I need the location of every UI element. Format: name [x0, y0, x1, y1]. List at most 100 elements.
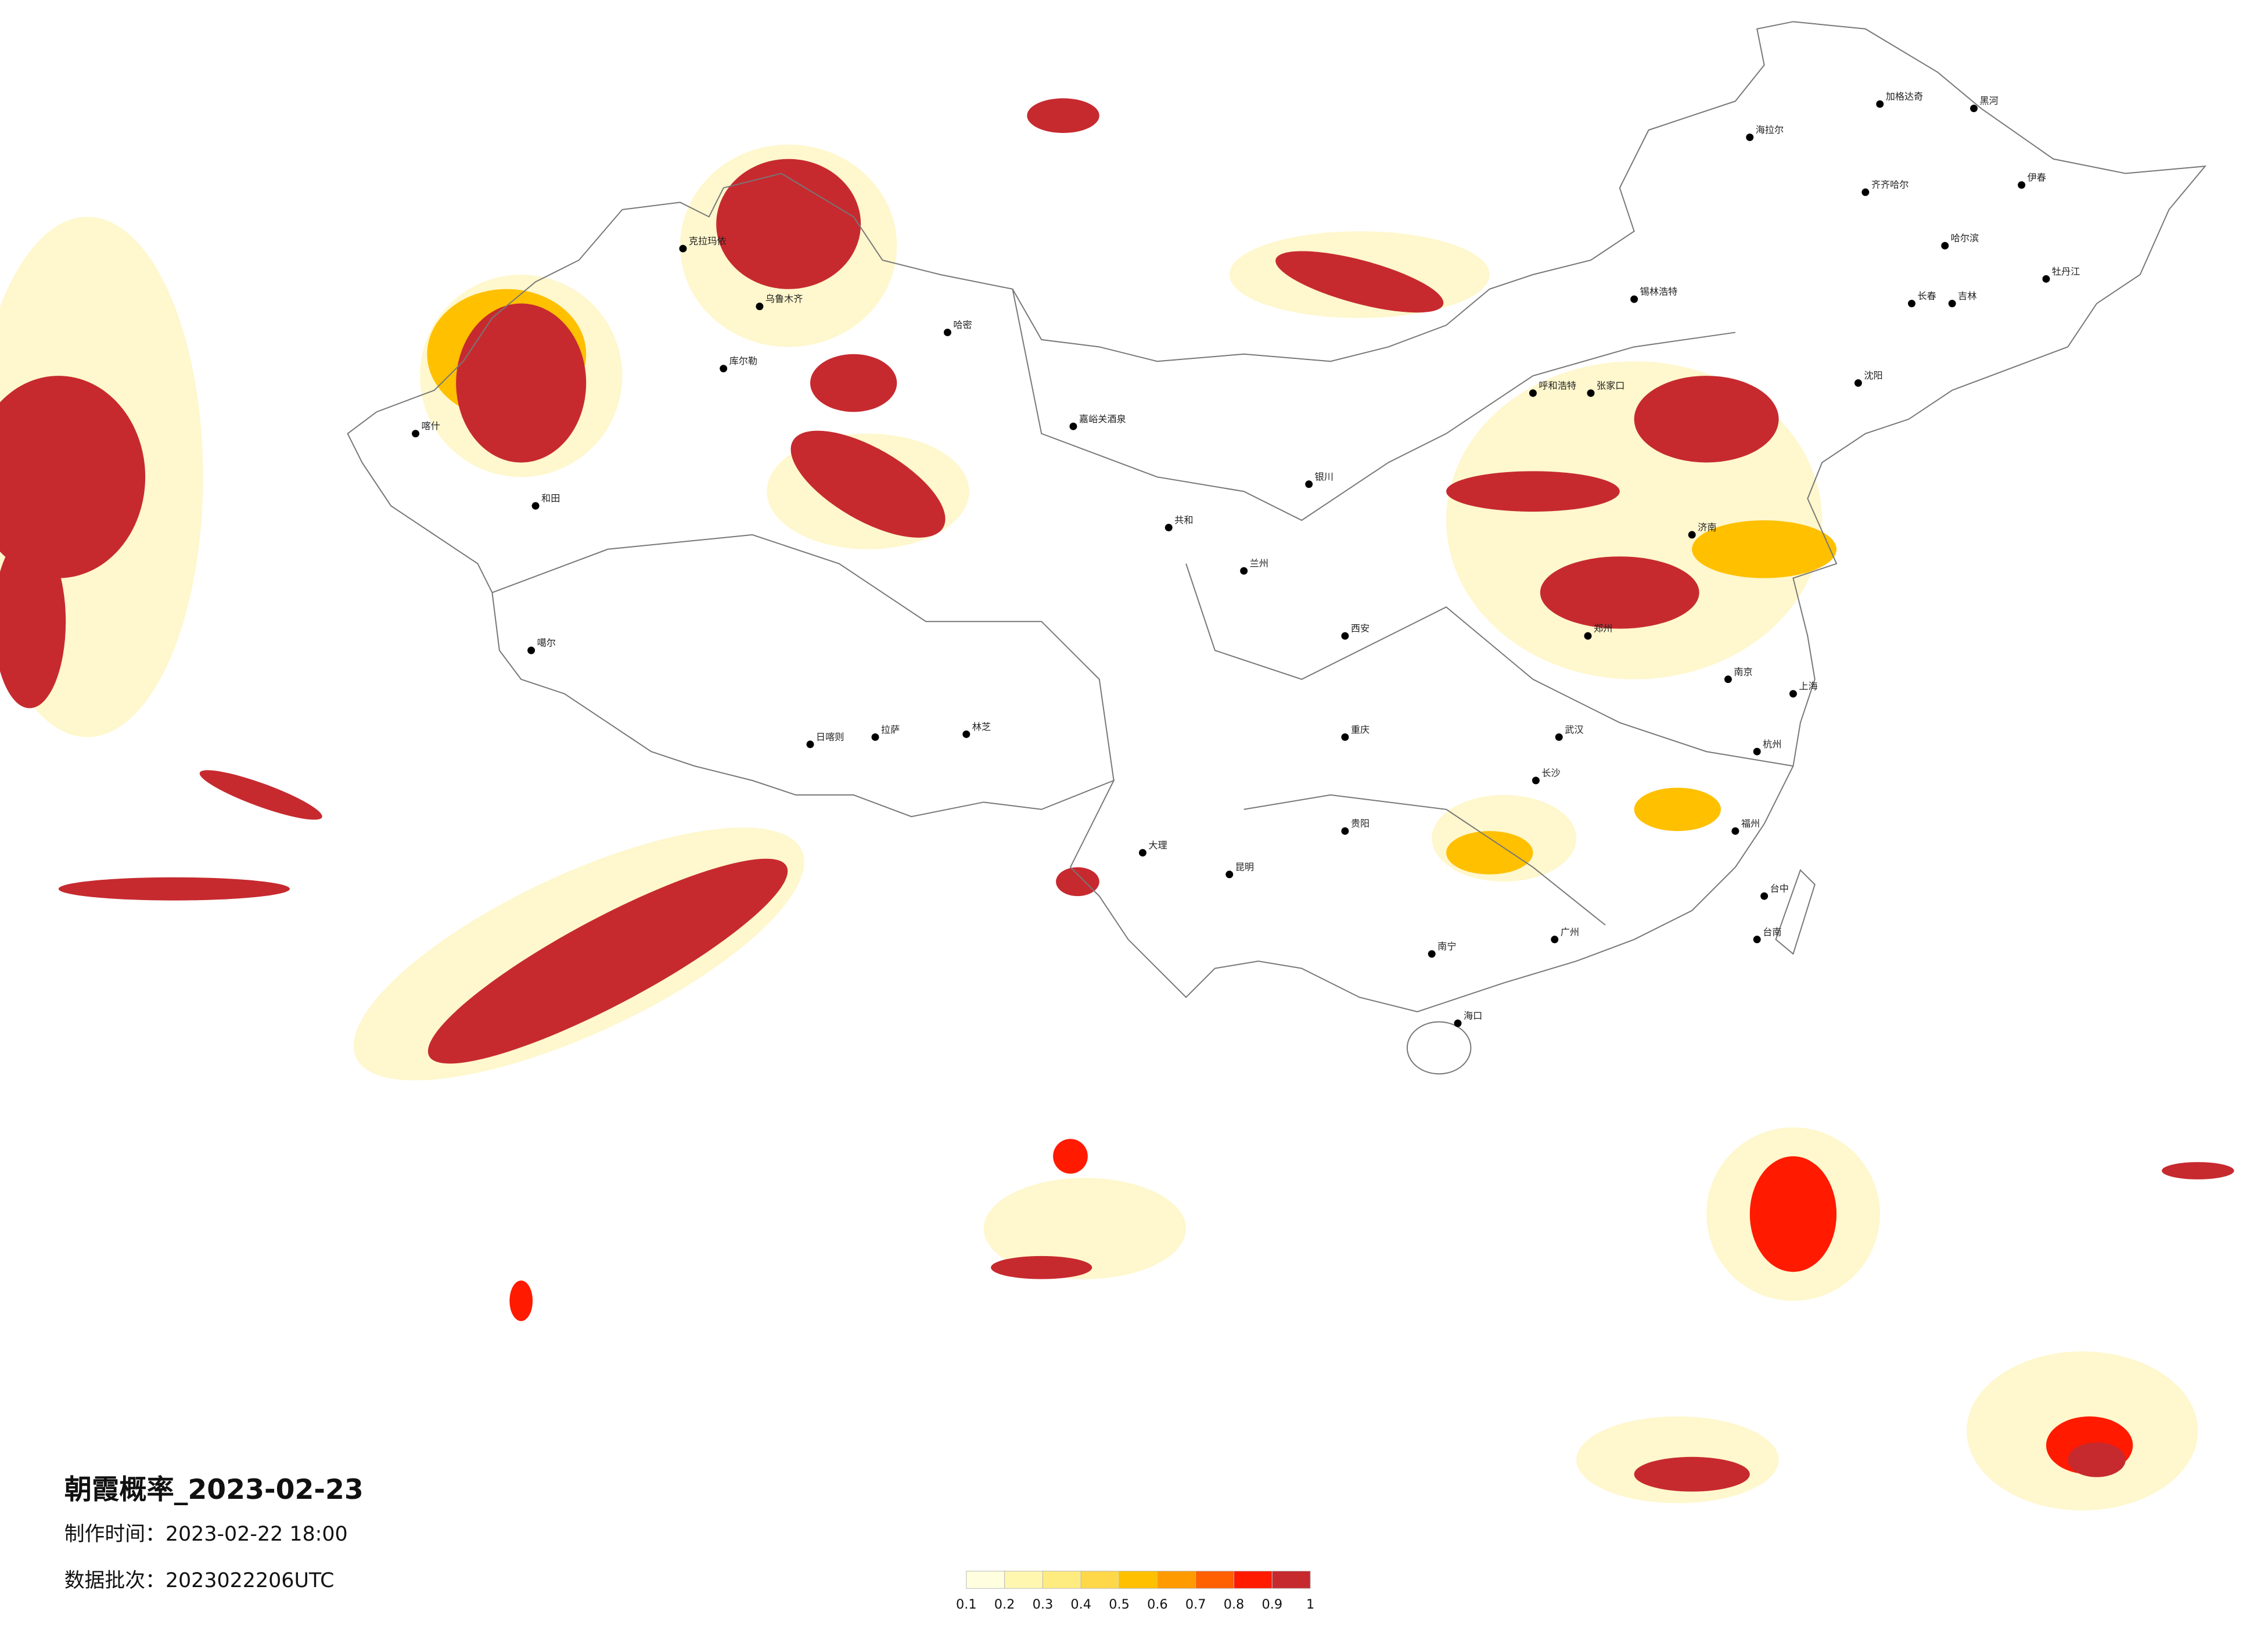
colorbar-swatch [1042, 1570, 1081, 1589]
city-label: 克拉玛依 [689, 236, 727, 247]
city-label: 台中 [1770, 883, 1789, 894]
city-dot [1854, 379, 1862, 387]
city-dot [1970, 105, 1978, 113]
city-dot [1760, 892, 1769, 900]
colorbar-swatch [1080, 1570, 1120, 1589]
city-label: 大理 [1148, 840, 1167, 851]
city-dot [2018, 181, 2026, 189]
city-dot [1753, 747, 1761, 756]
colorbar-swatch [1195, 1570, 1235, 1589]
city-dot [1529, 389, 1537, 397]
city-label: 共和 [1174, 515, 1193, 526]
city-label: 噶尔 [537, 638, 556, 649]
colorbar-tick-label: 0.3 [1033, 1597, 1054, 1612]
city-dot [962, 730, 971, 738]
city-label: 沈阳 [1864, 370, 1882, 381]
city-dot [1861, 188, 1870, 196]
city-label: 台南 [1763, 926, 1781, 937]
colorbar-tick-label: 0.6 [1147, 1597, 1168, 1612]
city-dot [1753, 936, 1761, 944]
city-label: 呼和浩特 [1539, 380, 1576, 391]
colorbar: 0.1 0.2 0.3 0.4 0.5 0.6 0.7 0.8 0.9 1 [956, 1570, 1314, 1612]
city-label: 日喀则 [816, 731, 844, 742]
city-label: 牡丹江 [2052, 266, 2080, 277]
colorbar-tick-label: 1 [1306, 1597, 1314, 1612]
colorbar-swatch [1004, 1570, 1043, 1589]
city-dot [756, 303, 764, 311]
city-label: 长春 [1917, 290, 1936, 301]
colorbar-tick-label: 0.5 [1109, 1597, 1130, 1612]
city-label: 和田 [541, 493, 560, 504]
city-label: 重庆 [1351, 724, 1370, 735]
city-label: 加格达奇 [1886, 91, 1924, 102]
china-outline [347, 21, 2207, 1075]
city-dot [720, 365, 728, 373]
city-label: 杭州 [1763, 739, 1781, 750]
city-dot [1305, 480, 1313, 488]
city-label: 海口 [1464, 1010, 1482, 1021]
city-dot [412, 430, 419, 438]
city-dot [1876, 100, 1884, 108]
city-label: 喀什 [421, 420, 440, 431]
city-label: 库尔勒 [729, 355, 757, 366]
city-dot [1225, 870, 1234, 879]
city-label: 郑州 [1594, 623, 1612, 634]
city-dot [1341, 733, 1349, 741]
city-label: 南京 [1734, 666, 1752, 677]
city-label: 贵阳 [1351, 818, 1370, 829]
colorbar-tick-label: 0.7 [1185, 1597, 1206, 1612]
made-time: 制作时间：2023-02-22 18:00 [64, 1523, 348, 1546]
colorbar-tick-label: 0.1 [956, 1597, 977, 1612]
map-title: 朝霞概率_2023-02-23 [64, 1474, 364, 1506]
city-label: 济南 [1698, 521, 1716, 533]
colorbar-tick-label: 0.2 [994, 1597, 1015, 1612]
city-dot [1746, 133, 1754, 141]
city-dot [1630, 295, 1638, 303]
city-dot [1948, 300, 1956, 308]
data-batch: 数据批次：2023022206UTC [64, 1569, 335, 1592]
city-dot [531, 502, 540, 510]
city-label: 吉林 [1958, 290, 1976, 301]
city-label: 上海 [1799, 681, 1817, 692]
city-dot [1584, 632, 1592, 640]
city-label: 嘉峪关酒泉 [1079, 413, 1126, 425]
city-dot [1731, 827, 1739, 835]
city-label: 齐齐哈尔 [1871, 179, 1909, 190]
city-dot [1789, 690, 1797, 698]
city-label: 昆明 [1235, 861, 1254, 872]
city-dot [1532, 776, 1540, 785]
colorbar-swatch [1234, 1570, 1273, 1589]
city-label: 张家口 [1597, 380, 1624, 391]
city-dot [1941, 242, 1949, 250]
city-dot [2042, 275, 2050, 283]
city-label: 哈尔滨 [1951, 233, 1979, 244]
colorbar-swatch [1271, 1570, 1311, 1589]
city-label: 长沙 [1541, 768, 1560, 779]
city-dot [1587, 389, 1595, 397]
city-dot [1908, 300, 1915, 308]
city-label: 伊春 [2028, 172, 2046, 183]
city-label: 哈密 [953, 319, 972, 330]
city-label: 银川 [1315, 471, 1334, 482]
city-dot [871, 733, 879, 741]
city-dot [1341, 827, 1349, 835]
city-label: 海拉尔 [1756, 124, 1784, 135]
city-dot [1164, 523, 1173, 531]
city-label: 西安 [1351, 623, 1370, 634]
colorbar-tick-label: 0.4 [1070, 1597, 1091, 1612]
city-label: 黑河 [1980, 95, 1999, 106]
city-dot [1069, 422, 1077, 430]
city-dot [806, 740, 814, 749]
city-dot [679, 244, 687, 253]
city-dot [1555, 733, 1563, 741]
probability-field [0, 98, 2234, 1510]
city-dot [527, 646, 535, 654]
colorbar-tick-label: 0.8 [1224, 1597, 1245, 1612]
city-dot [1688, 531, 1696, 539]
city-dot [1428, 950, 1436, 958]
colorbar-tick-label: 0.9 [1262, 1597, 1283, 1612]
city-dot [1454, 1019, 1462, 1027]
